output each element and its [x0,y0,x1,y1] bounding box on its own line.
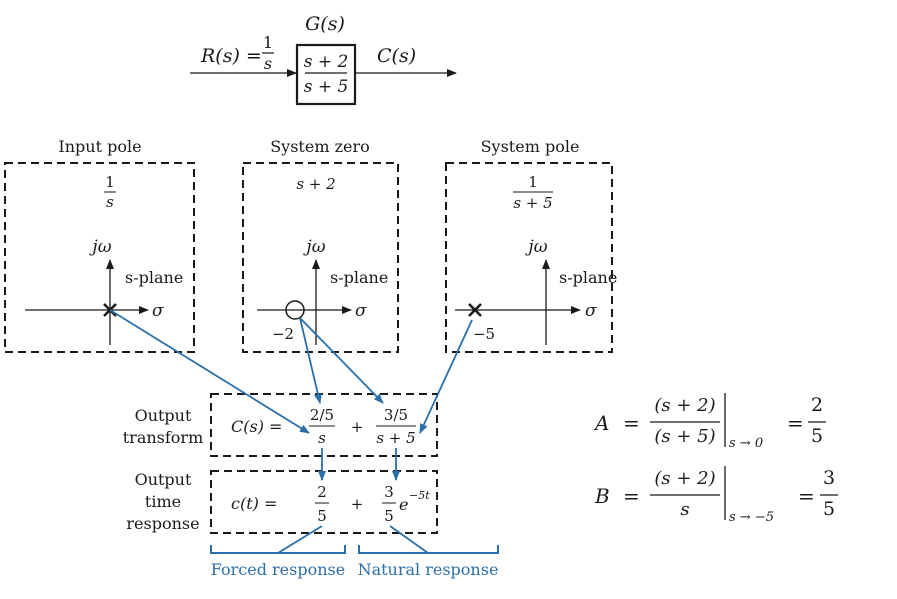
sigma-label: σ [585,301,597,321]
forced-connector [277,525,323,554]
term1-num: 2/5 [310,406,334,424]
natural-bracket [358,545,499,554]
mapping-arrows [109,309,473,481]
zero-tick-label: −2 [272,325,294,343]
result-num: 3 [823,467,835,489]
block-title: G(s) [305,13,345,35]
sigma-label: σ [355,301,367,321]
residue-B: B = (s + 2) s s → −5 = 3 5 [594,466,838,525]
residue-lhs: A [593,411,609,435]
plus-sign: + [351,495,364,513]
panel-frame [4,162,195,353]
arrow-zero-to-term2 [299,317,384,404]
result-den: 5 [811,425,823,447]
panel-title: Input pole [58,137,141,156]
pole-marker-minus5 [468,303,482,317]
panel-expr-den: s [106,193,114,211]
row-label-line3: response [126,514,199,533]
sigma-label: σ [152,301,164,321]
panel-title: System pole [481,137,580,156]
panel-input-pole: Input pole 1 s jω σ s-plane [4,137,195,353]
term1-den: s [318,429,326,447]
transfer-function-box [295,43,357,106]
result-num: 2 [811,394,823,416]
term1-num: 2 [317,483,327,501]
jw-label: jω [302,237,325,257]
row-label-line1: Output [135,470,192,489]
arrow-zero-to-term1 [299,317,322,404]
row-label-line2: transform [123,428,204,447]
panel-frame [242,162,399,353]
natural-response-label: Natural response [358,560,499,579]
term2-den: 5 [384,507,394,525]
panel-expr-num: 1 [105,173,115,191]
row-label-line2: time [145,492,181,511]
panel-system-pole: System pole 1 s + 5 jω σ s-plane −5 [445,137,617,353]
input-den: s [264,54,272,73]
panel-expr: s + 2 [296,175,335,193]
tf-num: s + 2 [304,52,349,72]
panel-frame [445,162,613,353]
residue-eq: = [623,411,640,435]
exp-power: −5t [409,489,430,502]
panel-expr-den: s + 5 [513,194,552,212]
residue-num: (s + 2) [654,468,715,489]
result-den: 5 [823,498,835,520]
output-transform-row: Output transform C(s) = 2/5 s + 3/5 s + … [123,393,438,457]
panel-title: System zero [270,137,370,156]
time-lhs: c(t) = [231,494,277,513]
arrow-input-pole-to-term1 [109,309,310,434]
panel-system-zero: System zero s + 2 jω σ s-plane −2 [242,137,399,353]
residue-lhs: B [594,484,610,508]
input-label: R(s) = [200,45,262,67]
input-num: 1 [263,33,273,52]
residue-den: s [680,499,689,520]
term2-num: 3/5 [384,406,408,424]
term2-num: 3 [384,483,394,501]
response-brackets: Forced response Natural response [210,525,499,579]
output-label: C(s) [377,45,416,67]
residue-eq2: = [798,484,815,508]
forced-response-label: Forced response [211,560,345,579]
term2-den: s + 5 [376,429,415,447]
exp-base: e [399,495,408,514]
block-diagram: G(s) R(s) = 1 s s + 2 s + 5 C(s) [190,13,457,106]
residue-num: (s + 2) [654,395,715,416]
plus-sign: + [351,418,364,436]
transform-lhs: C(s) = [231,417,282,436]
residue-eq2: = [787,411,804,435]
panel-expr-num: 1 [528,173,538,191]
output-time-row: Output time response c(t) = 2 5 + 3 5 e … [126,470,438,534]
row-label-line1: Output [135,406,192,425]
tf-den: s + 5 [304,77,349,97]
s-plane-label: s-plane [330,268,388,287]
residue-eq: = [623,484,640,508]
residue-den: (s + 5) [654,426,715,447]
natural-connector [389,525,429,554]
s-plane-label: s-plane [559,268,617,287]
jw-label: jω [524,237,547,257]
pole-tick-label: −5 [473,325,495,343]
s-plane-label: s-plane [125,268,183,287]
residue-A: A = (s + 2) (s + 5) s → 0 = 2 5 [593,393,826,451]
eval-point: s → −5 [729,510,774,525]
eval-point: s → 0 [729,436,763,451]
arrow-pole-to-term2 [419,319,473,434]
jw-label: jω [88,237,111,257]
term1-den: 5 [317,507,327,525]
forced-bracket [210,545,346,554]
zero-marker [285,300,305,320]
